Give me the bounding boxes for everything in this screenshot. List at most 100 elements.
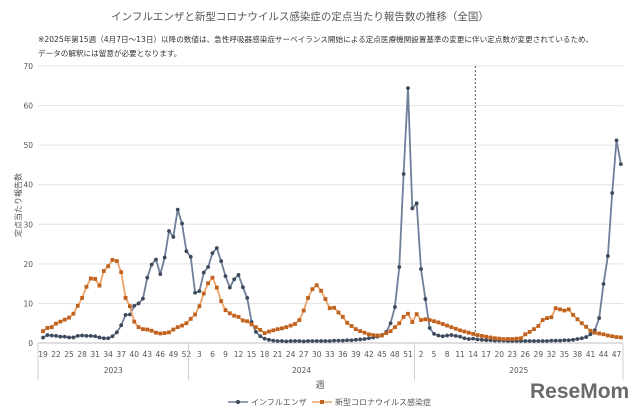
data-point bbox=[88, 276, 93, 281]
data-point bbox=[75, 333, 80, 338]
data-point bbox=[297, 339, 302, 343]
data-point bbox=[605, 254, 610, 258]
data-point bbox=[614, 138, 619, 143]
data-point bbox=[141, 327, 145, 332]
x-year-label: 2025 bbox=[509, 366, 528, 375]
data-point bbox=[214, 285, 219, 290]
x-tick-label: 24 bbox=[286, 350, 296, 359]
data-point bbox=[236, 273, 241, 277]
data-point bbox=[340, 314, 345, 319]
x-tick-label: 6 bbox=[210, 350, 215, 359]
data-point bbox=[449, 325, 454, 330]
data-point bbox=[358, 329, 363, 334]
data-point bbox=[280, 326, 284, 331]
svg-text:ReseMom: ReseMom bbox=[530, 380, 629, 403]
data-point bbox=[232, 313, 237, 318]
data-point bbox=[384, 331, 389, 336]
data-point bbox=[158, 272, 163, 277]
data-point bbox=[62, 317, 67, 322]
data-point bbox=[327, 306, 332, 311]
data-point bbox=[414, 312, 419, 317]
data-point bbox=[440, 322, 445, 326]
data-point bbox=[219, 299, 224, 303]
data-point bbox=[375, 333, 380, 338]
x-tick-label: 42 bbox=[364, 350, 374, 359]
x-tick-label: 34 bbox=[103, 350, 113, 359]
data-point bbox=[232, 277, 237, 282]
y-tick-label: 30 bbox=[23, 220, 33, 229]
data-point bbox=[362, 330, 367, 335]
data-point bbox=[380, 333, 384, 338]
data-point bbox=[605, 333, 610, 338]
data-point bbox=[462, 329, 467, 334]
x-tick-label: 17 bbox=[481, 350, 491, 359]
x-tick-label: 2 bbox=[419, 350, 424, 359]
data-point bbox=[410, 320, 415, 324]
x-tick-label: 40 bbox=[129, 350, 139, 359]
data-point bbox=[58, 319, 63, 324]
data-point bbox=[440, 334, 445, 339]
data-point bbox=[301, 308, 306, 313]
data-point bbox=[579, 321, 584, 326]
x-tick-label: 41 bbox=[586, 350, 596, 359]
data-point bbox=[45, 326, 50, 330]
data-point bbox=[88, 333, 93, 338]
data-point bbox=[114, 330, 119, 335]
data-point bbox=[136, 325, 141, 330]
data-point bbox=[597, 316, 602, 320]
x-tick-label: 43 bbox=[143, 350, 153, 359]
data-point bbox=[601, 282, 606, 286]
data-point bbox=[484, 338, 489, 343]
x-tick-label: 39 bbox=[351, 350, 361, 359]
data-point bbox=[210, 251, 215, 256]
data-point bbox=[149, 328, 154, 333]
data-point bbox=[610, 334, 615, 339]
data-point bbox=[484, 334, 489, 339]
data-point bbox=[475, 337, 480, 342]
data-point bbox=[180, 323, 184, 328]
data-point bbox=[41, 329, 45, 334]
data-point bbox=[562, 338, 567, 343]
data-point bbox=[293, 322, 297, 326]
data-point bbox=[49, 325, 54, 330]
data-point bbox=[527, 330, 532, 334]
data-point bbox=[445, 333, 449, 338]
data-point bbox=[293, 339, 297, 343]
data-point bbox=[397, 265, 402, 269]
data-point bbox=[136, 301, 141, 306]
data-point bbox=[97, 335, 102, 340]
data-point bbox=[110, 334, 115, 339]
data-point bbox=[423, 317, 428, 322]
data-point bbox=[258, 334, 263, 339]
data-point bbox=[284, 339, 289, 344]
data-point bbox=[349, 324, 354, 328]
legend-item-influenza[interactable]: インフルエンザ bbox=[228, 398, 307, 407]
data-point bbox=[284, 325, 289, 330]
data-point bbox=[123, 295, 128, 300]
chart-note-line-2: データの解釈には留意が必要となります。 bbox=[38, 48, 181, 58]
data-point bbox=[558, 338, 562, 343]
x-tick-label: 28 bbox=[77, 350, 87, 359]
data-point bbox=[106, 264, 111, 269]
x-tick-label: 23 bbox=[507, 350, 517, 359]
legend-item-covid[interactable]: 新型コロナウイルス感染症 bbox=[312, 397, 431, 407]
data-point bbox=[371, 333, 376, 337]
data-point bbox=[93, 334, 98, 339]
data-point bbox=[249, 322, 254, 327]
x-tick-label: 5 bbox=[432, 350, 437, 359]
data-point bbox=[75, 303, 80, 308]
data-point bbox=[549, 315, 554, 320]
data-point bbox=[101, 269, 106, 273]
data-point bbox=[436, 320, 441, 325]
x-tick-label: 47 bbox=[612, 350, 622, 359]
data-point bbox=[584, 335, 589, 339]
x-tick-label: 51 bbox=[403, 350, 413, 359]
data-point bbox=[210, 275, 215, 280]
data-point bbox=[132, 303, 137, 308]
data-point bbox=[388, 329, 393, 334]
data-point bbox=[523, 339, 528, 343]
data-point bbox=[45, 333, 50, 337]
data-point bbox=[128, 304, 132, 309]
data-point bbox=[149, 262, 154, 267]
data-point bbox=[366, 332, 371, 337]
